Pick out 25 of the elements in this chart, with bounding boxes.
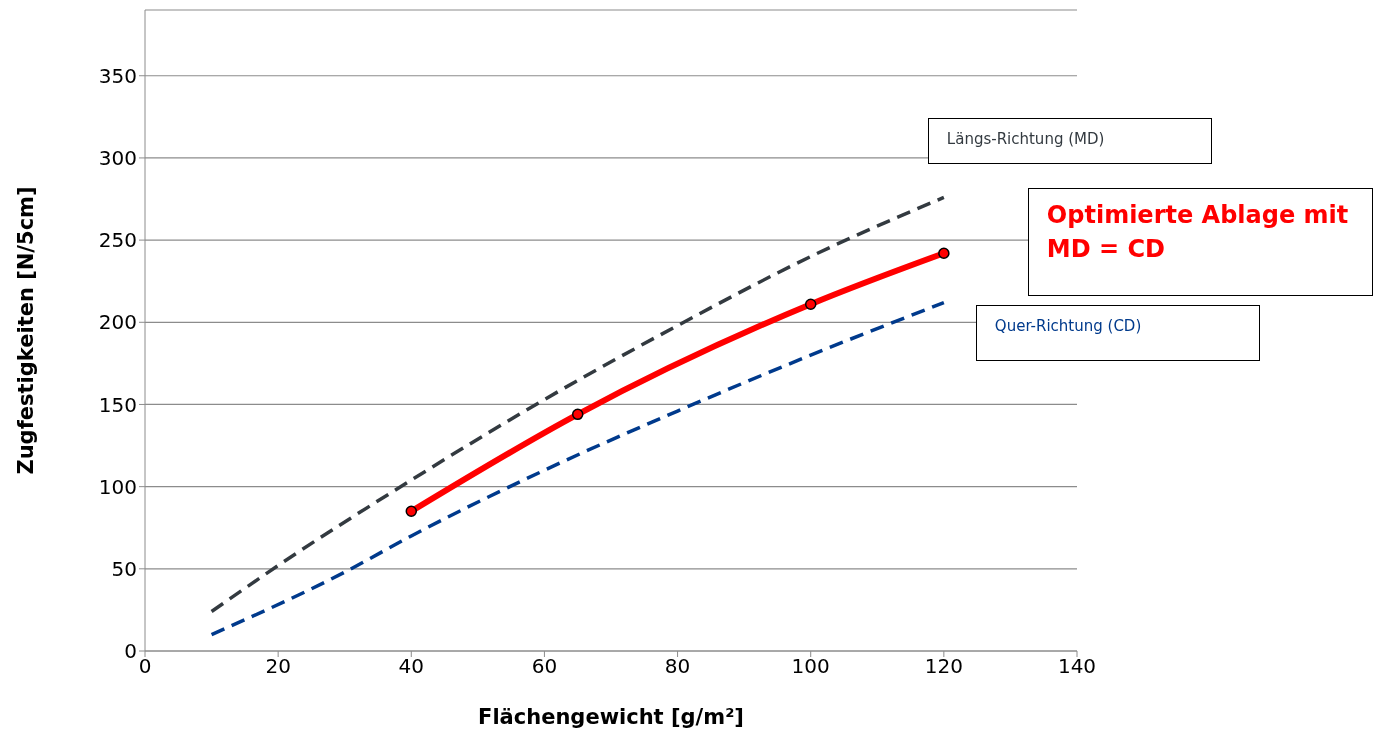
x-tick-label: 20 bbox=[265, 654, 291, 679]
x-tick-label: 100 bbox=[791, 654, 830, 679]
point bbox=[938, 247, 950, 259]
x-tick-label: 80 bbox=[664, 654, 691, 679]
y-tick-label: 300 bbox=[98, 146, 137, 171]
y-axis-title: Zugfestigkeiten [N/5cm] bbox=[14, 186, 39, 475]
y-tick-label: 150 bbox=[98, 392, 137, 417]
x-tick-label: 120 bbox=[924, 654, 963, 679]
line-series bbox=[209, 300, 946, 637]
y-tick-label: 250 bbox=[98, 228, 137, 253]
y-tick-label: 350 bbox=[98, 63, 137, 88]
x-axis-title: Flächengewicht [g/m²] bbox=[478, 704, 744, 729]
text-box: Längs-Richtung (MD) bbox=[927, 118, 1212, 165]
y-tick-label: 200 bbox=[98, 310, 137, 335]
point bbox=[804, 298, 817, 310]
x-tick-label: 60 bbox=[531, 654, 558, 679]
text-box: Quer-Richtung (CD) bbox=[975, 304, 1260, 361]
text-box: Optimierte Ablage mit MD = CD bbox=[1027, 188, 1373, 297]
y-tick-label: 50 bbox=[111, 556, 137, 581]
point bbox=[571, 408, 584, 421]
x-tick-label: 40 bbox=[398, 654, 425, 679]
x-tick-label: 140 bbox=[1057, 654, 1097, 679]
point bbox=[405, 505, 418, 518]
y-tick-label: 100 bbox=[98, 474, 137, 499]
line-series bbox=[209, 195, 946, 614]
